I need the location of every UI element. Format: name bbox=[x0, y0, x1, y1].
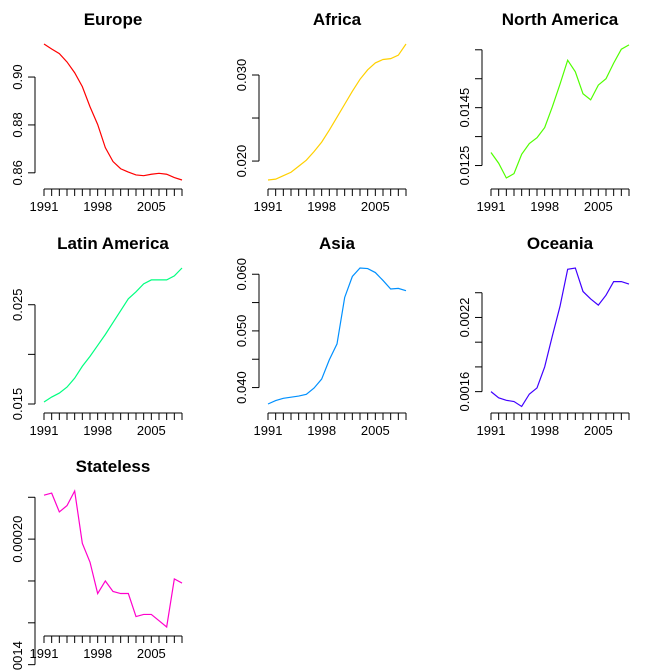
panel-title: Latin America bbox=[57, 234, 169, 253]
x-tick-label: 1998 bbox=[83, 423, 112, 438]
x-tick-label: 1991 bbox=[30, 646, 59, 661]
panel-title: Africa bbox=[313, 10, 362, 29]
x-tick-label: 1998 bbox=[83, 199, 112, 214]
x-tick-label: 2005 bbox=[137, 199, 166, 214]
y-tick-label: 0.020 bbox=[234, 145, 249, 178]
series-line bbox=[267, 43, 407, 181]
y-tick-label: 0.0145 bbox=[457, 88, 472, 128]
panel-africa: Africa 1991 1998 2005 0.020 0.030 bbox=[234, 10, 407, 214]
x-tick-label: 1998 bbox=[307, 199, 336, 214]
panel-oceania: Oceania 1991 1998 2005 0.0016 0.0022 bbox=[457, 234, 630, 438]
panel-title: Stateless bbox=[76, 457, 151, 476]
panel-title: North America bbox=[502, 10, 619, 29]
series-line bbox=[43, 43, 183, 181]
panel-europe: Europe 1991 1998 2005 0.86 0.88 0.90 bbox=[10, 10, 183, 214]
y-tick-label: 0.030 bbox=[234, 59, 249, 92]
y-tick-label: 0.90 bbox=[10, 64, 25, 89]
y-tick-label: 0.015 bbox=[10, 388, 25, 421]
y-tick-label: 0.060 bbox=[234, 258, 249, 291]
panel-asia: Asia 1991 1998 2005 0.040 0.050 0.060 bbox=[234, 234, 407, 438]
y-tick-label: 0.050 bbox=[234, 315, 249, 348]
series-line bbox=[490, 267, 630, 408]
y-tick-label: 0.040 bbox=[234, 371, 249, 404]
x-tick-label: 2005 bbox=[137, 423, 166, 438]
series-line bbox=[267, 267, 407, 405]
panel-title: Europe bbox=[84, 10, 143, 29]
x-tick-label: 1991 bbox=[30, 423, 59, 438]
x-tick-label: 1991 bbox=[30, 199, 59, 214]
x-tick-label: 1991 bbox=[254, 199, 283, 214]
panel-title: Asia bbox=[319, 234, 355, 253]
y-tick-label: 0.00014 bbox=[10, 641, 25, 670]
x-tick-label: 2005 bbox=[137, 646, 166, 661]
y-tick-label: 0.86 bbox=[10, 160, 25, 185]
x-tick-label: 1991 bbox=[477, 199, 506, 214]
x-tick-label: 1998 bbox=[530, 423, 559, 438]
y-tick-label: 0.00020 bbox=[10, 516, 25, 563]
x-tick-label: 1998 bbox=[83, 646, 112, 661]
series-line bbox=[43, 267, 183, 403]
x-tick-label: 1998 bbox=[530, 199, 559, 214]
x-tick-label: 1991 bbox=[254, 423, 283, 438]
panel-north-america: North America 1991 1998 2005 0.0125 0.0145 bbox=[457, 10, 630, 214]
x-tick-label: 1991 bbox=[477, 423, 506, 438]
chart-panels: Europe 1991 1998 2005 0.86 0.88 0.90 Africa 1991… bbox=[10, 10, 630, 670]
panel-stateless: Stateless 1991 1998 2005 0.00014 0.00020 bbox=[10, 457, 183, 670]
series-line bbox=[490, 44, 630, 179]
panel-title: Oceania bbox=[527, 234, 594, 253]
x-tick-label: 2005 bbox=[361, 423, 390, 438]
x-tick-label: 1998 bbox=[307, 423, 336, 438]
y-tick-label: 0.0016 bbox=[457, 372, 472, 412]
series-line bbox=[43, 489, 183, 629]
x-tick-label: 2005 bbox=[584, 199, 613, 214]
y-tick-label: 0.025 bbox=[10, 288, 25, 321]
panel-latin-america: Latin America 1991 1998 2005 0.015 0.025 bbox=[10, 234, 183, 438]
y-tick-label: 0.0125 bbox=[457, 146, 472, 186]
y-tick-label: 0.88 bbox=[10, 112, 25, 137]
x-tick-label: 2005 bbox=[584, 423, 613, 438]
x-tick-label: 2005 bbox=[361, 199, 390, 214]
y-tick-label: 0.0022 bbox=[457, 298, 472, 338]
